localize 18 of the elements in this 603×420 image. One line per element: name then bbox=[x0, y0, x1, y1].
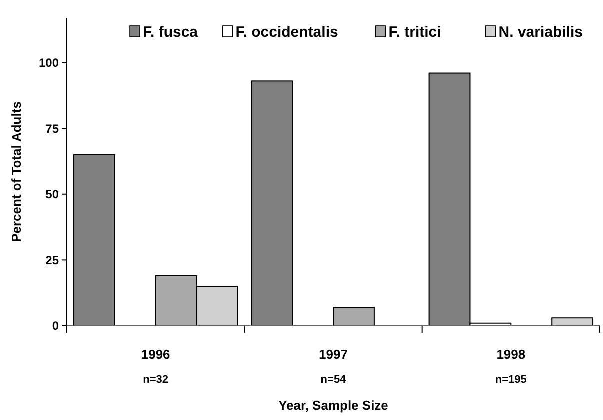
legend-label: N. variabilis bbox=[498, 24, 584, 41]
y-tick-label: 25 bbox=[46, 253, 60, 268]
x-tick-label: 1997 n=54 bbox=[319, 347, 348, 386]
x-axis-title: Year, Sample Size bbox=[278, 398, 388, 413]
y-tick-label: 0 bbox=[52, 319, 60, 334]
y-axis-title: Percent of Total Adults bbox=[9, 102, 24, 242]
bar bbox=[73, 154, 116, 326]
y-tick-label: 75 bbox=[46, 122, 60, 136]
x-tick-label: 1998 n=195 bbox=[495, 347, 527, 386]
legend-label: F. occidentalis bbox=[236, 24, 338, 41]
bar bbox=[552, 318, 594, 326]
bar bbox=[251, 80, 294, 326]
y-tick-label: 50 bbox=[46, 188, 60, 202]
legend-label: F. tritici bbox=[388, 24, 442, 41]
bar bbox=[333, 307, 375, 326]
y-tick-label: 100 bbox=[38, 56, 60, 70]
legend-label: F. fusca bbox=[143, 24, 199, 41]
x-tick-label: 1996 n=32 bbox=[141, 347, 170, 386]
